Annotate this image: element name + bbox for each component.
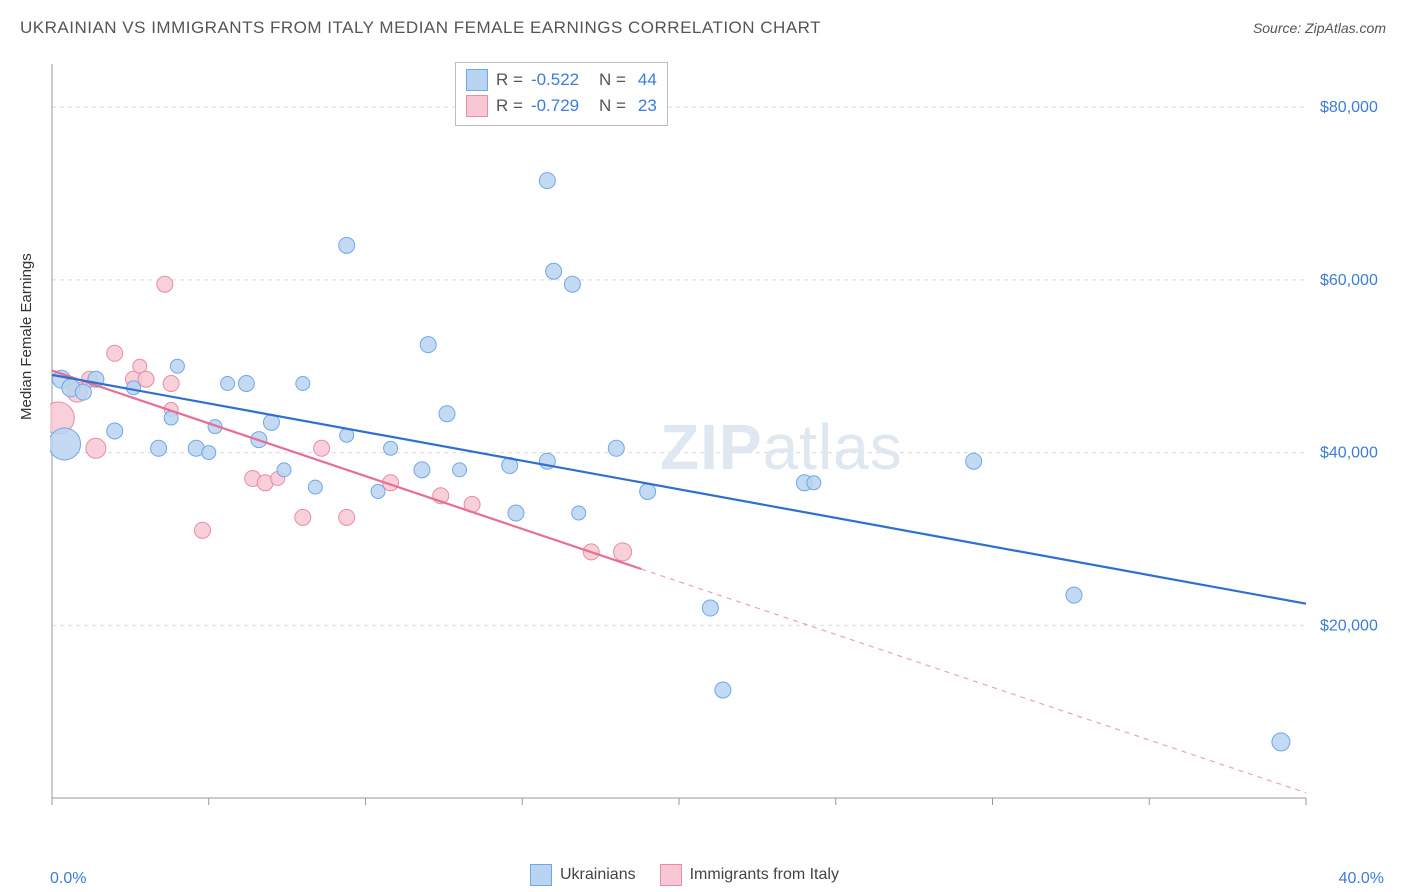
correlation-legend: R = -0.522 N = 44 R = -0.729 N = 23 — [455, 62, 668, 126]
swatch-blue — [530, 864, 552, 886]
corr-row: R = -0.522 N = 44 — [466, 67, 657, 93]
r-value: -0.729 — [531, 96, 591, 116]
corr-row: R = -0.729 N = 23 — [466, 93, 657, 119]
chart-title: UKRAINIAN VS IMMIGRANTS FROM ITALY MEDIA… — [20, 18, 821, 37]
y-axis-label: Median Female Earnings — [18, 253, 35, 420]
svg-text:$20,000: $20,000 — [1320, 617, 1378, 634]
r-label: R = — [496, 96, 523, 116]
chart-source: Source: ZipAtlas.com — [1253, 20, 1386, 36]
plot-svg: $20,000 $40,000 $60,000 $80,000 — [50, 60, 1386, 830]
n-value: 44 — [638, 70, 657, 90]
svg-text:$80,000: $80,000 — [1320, 99, 1378, 116]
swatch-pink — [466, 95, 488, 117]
r-value: -0.522 — [531, 70, 591, 90]
swatch-blue — [466, 69, 488, 91]
n-value: 23 — [638, 96, 657, 116]
chart-header: UKRAINIAN VS IMMIGRANTS FROM ITALY MEDIA… — [20, 18, 1386, 48]
x-axis-min: 0.0% — [50, 870, 86, 888]
series-label: Immigrants from Italy — [690, 866, 839, 884]
series-legend: Ukrainians Immigrants from Italy — [530, 864, 839, 886]
series-item: Immigrants from Italy — [660, 864, 839, 886]
series-label: Ukrainians — [560, 866, 636, 884]
r-label: R = — [496, 70, 523, 90]
svg-text:$40,000: $40,000 — [1320, 445, 1378, 462]
x-axis-max: 40.0% — [1339, 870, 1384, 888]
n-label: N = — [599, 70, 626, 90]
series-item: Ukrainians — [530, 864, 636, 886]
n-label: N = — [599, 96, 626, 116]
svg-text:$60,000: $60,000 — [1320, 272, 1378, 289]
swatch-pink — [660, 864, 682, 886]
plot-area: $20,000 $40,000 $60,000 $80,000 — [50, 60, 1386, 830]
